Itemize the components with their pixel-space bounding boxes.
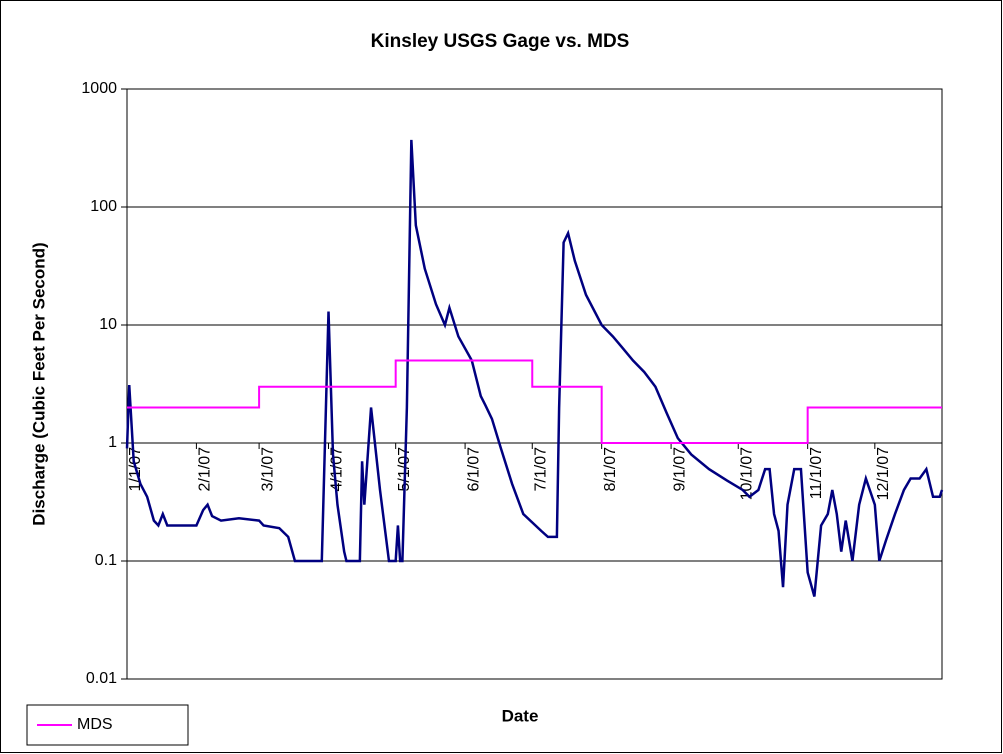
x-axis-title: Date [502,706,539,725]
y-tick-label: 10 [99,316,117,333]
y-tick-label: 1 [108,434,117,451]
series-line [127,359,942,444]
x-tick-label: 10/1/07 [738,447,755,500]
y-tick-label: 1000 [81,80,117,97]
x-tick-label: 8/1/07 [602,447,619,492]
x-tick-label: 12/1/07 [875,447,892,500]
plot-area [127,89,942,679]
y-tick-label: 0.01 [86,670,117,687]
plot-border [126,88,943,680]
y-tick-label: 0.1 [95,552,117,569]
y-axis-title: Discharge (Cubic Feet Per Second) [29,242,48,525]
x-tick-label: 6/1/07 [465,447,482,492]
series-line [125,139,944,597]
x-tick-label: 11/1/07 [808,447,825,499]
x-tick-label: 3/1/07 [259,447,276,492]
x-tick-label: 4/1/07 [329,447,346,492]
legend-label: MDS [77,716,113,733]
x-tick-label: 9/1/07 [671,447,688,492]
y-tick-label: 100 [90,198,117,215]
x-tick-label: 7/1/07 [532,447,549,492]
chart-title: Kinsley USGS Gage vs. MDS [371,31,630,52]
x-tick-label: 2/1/07 [197,447,214,492]
